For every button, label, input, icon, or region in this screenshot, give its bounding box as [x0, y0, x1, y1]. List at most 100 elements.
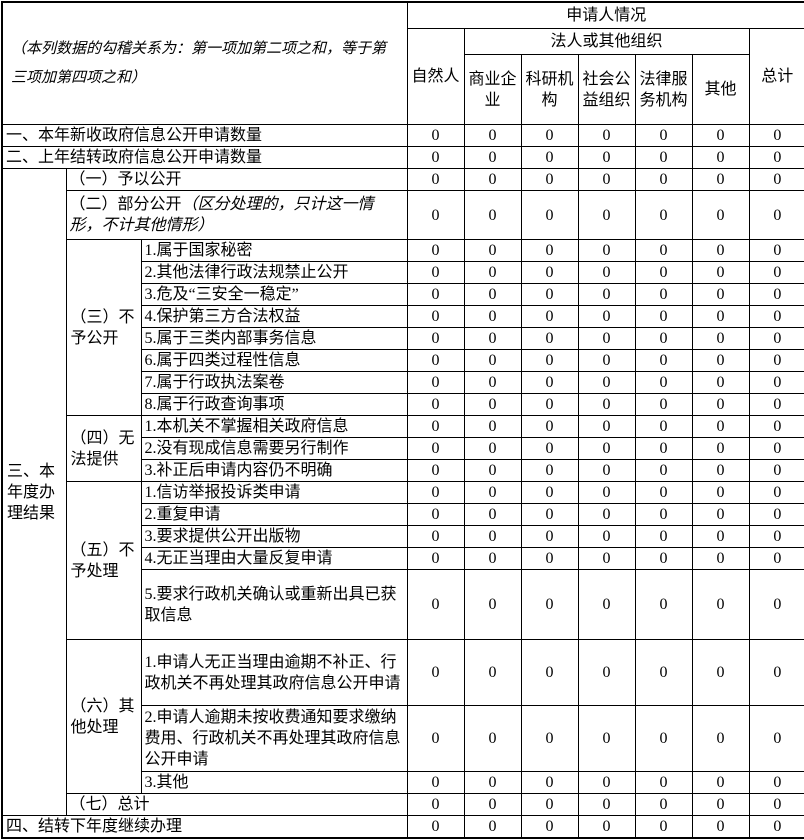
value-cell: 0 — [406, 793, 465, 816]
value-cell: 0 — [463, 261, 522, 284]
value-cell: 0 — [748, 569, 804, 640]
value-cell: 0 — [520, 459, 579, 482]
section-label-annual-results: 三、本年度办理结果 — [1, 168, 67, 816]
table-row: 2.其他法律行政法规禁止公开 0 0 0 0 0 0 0 — [2, 261, 804, 284]
value-cell: 0 — [520, 771, 579, 794]
value-cell: 0 — [691, 793, 750, 816]
value-cell: 0 — [691, 327, 750, 350]
value-cell: 0 — [577, 525, 636, 548]
value-cell: 0 — [748, 437, 804, 460]
table-row: 3.要求提供公开出版物 0 0 0 0 0 0 0 — [2, 525, 804, 548]
value-cell: 0 — [463, 815, 522, 839]
value-cell: 0 — [691, 459, 750, 482]
value-cell: 0 — [577, 793, 636, 816]
value-cell: 0 — [520, 371, 579, 394]
value-cell: 0 — [463, 124, 522, 147]
value-cell: 0 — [691, 639, 750, 706]
value-cell: 0 — [406, 371, 465, 394]
value-cell: 0 — [634, 815, 693, 839]
value-cell: 0 — [520, 146, 579, 169]
value-cell: 0 — [634, 327, 693, 350]
value-cell: 0 — [520, 261, 579, 284]
value-cell: 0 — [634, 547, 693, 570]
value-cell: 0 — [577, 261, 636, 284]
table-row: 4.保护第三方合法权益 0 0 0 0 0 0 0 — [2, 305, 804, 328]
value-cell: 0 — [463, 437, 522, 460]
value-cell: 0 — [748, 503, 804, 526]
value-cell: 0 — [748, 793, 804, 816]
value-cell: 0 — [634, 525, 693, 548]
value-cell: 0 — [463, 771, 522, 794]
value-cell: 0 — [577, 327, 636, 350]
row-label-subtotal: （七）总计 — [65, 793, 408, 816]
value-cell: 0 — [748, 459, 804, 482]
reconciliation-note: （本列数据的勾稽关系为：第一项加第二项之和，等于第三项加第四项之和） — [1, 1, 408, 125]
value-cell: 0 — [463, 503, 522, 526]
group-label-unable-provide: （四）无法提供 — [65, 415, 142, 482]
value-cell: 0 — [748, 327, 804, 350]
value-cell: 0 — [406, 705, 465, 772]
value-cell: 0 — [691, 503, 750, 526]
row-label-overdue-no-correction: 1.申请人无正当理由逾期不补正、行政机关不再处理其政府信息公开申请 — [140, 639, 408, 706]
value-cell: 0 — [520, 239, 579, 262]
row-label-still-unclear: 3.补正后申请内容仍不明确 — [140, 459, 408, 482]
row-label-carried-to-next-year: 四、结转下年度继续办理 — [1, 815, 408, 839]
row-label-internal-affairs: 5.属于三类内部事务信息 — [140, 327, 408, 350]
value-cell: 0 — [463, 525, 522, 548]
row-label-petition-complaints: 1.信访举报投诉类申请 — [140, 481, 408, 504]
value-cell: 0 — [748, 349, 804, 372]
value-cell: 0 — [634, 393, 693, 416]
table-row: 4.无正当理由大量反复申请 0 0 0 0 0 0 0 — [2, 547, 804, 570]
value-cell: 0 — [577, 146, 636, 169]
value-cell: 0 — [691, 393, 750, 416]
value-cell: 0 — [406, 283, 465, 306]
row-label-public-publications: 3.要求提供公开出版物 — [140, 525, 408, 548]
row-label-overdue-no-payment: 2.申请人逾期未按收费通知要求缴纳费用、行政机关不再处理其政府信息公开申请 — [140, 705, 408, 772]
value-cell: 0 — [748, 305, 804, 328]
value-cell: 0 — [463, 705, 522, 772]
value-cell: 0 — [406, 437, 465, 460]
col-header-research-institution: 科研机构 — [520, 54, 579, 125]
value-cell: 0 — [577, 503, 636, 526]
value-cell: 0 — [406, 327, 465, 350]
value-cell: 0 — [691, 305, 750, 328]
value-cell: 0 — [634, 503, 693, 526]
value-cell: 0 — [634, 124, 693, 147]
value-cell: 0 — [520, 190, 579, 240]
value-cell: 0 — [520, 569, 579, 640]
value-cell: 0 — [520, 168, 579, 191]
group-label-not-processed: （五）不予处理 — [65, 481, 142, 640]
value-cell: 0 — [748, 146, 804, 169]
row-label-prohibited-by-law: 2.其他法律行政法规禁止公开 — [140, 261, 408, 284]
value-cell: 0 — [406, 190, 465, 240]
row-label-process-info: 6.属于四类过程性信息 — [140, 349, 408, 372]
col-header-legal-service-org: 法律服务机构 — [634, 54, 693, 125]
value-cell: 0 — [748, 547, 804, 570]
value-cell: 0 — [577, 569, 636, 640]
value-cell: 0 — [406, 503, 465, 526]
value-cell: 0 — [634, 639, 693, 706]
value-cell: 0 — [406, 815, 465, 839]
value-cell: 0 — [406, 124, 465, 147]
value-cell: 0 — [577, 239, 636, 262]
value-cell: 0 — [748, 261, 804, 284]
value-cell: 0 — [577, 415, 636, 438]
value-cell: 0 — [406, 349, 465, 372]
value-cell: 0 — [634, 146, 693, 169]
value-cell: 0 — [463, 793, 522, 816]
value-cell: 0 — [691, 239, 750, 262]
value-cell: 0 — [691, 168, 750, 191]
value-cell: 0 — [406, 168, 465, 191]
value-cell: 0 — [691, 569, 750, 640]
value-cell: 0 — [463, 547, 522, 570]
value-cell: 0 — [463, 146, 522, 169]
row-label-no-relevant-info: 1.本机关不掌握相关政府信息 — [140, 415, 408, 438]
row-label-third-party-rights: 4.保护第三方合法权益 — [140, 305, 408, 328]
value-cell: 0 — [520, 793, 579, 816]
value-cell: 0 — [406, 639, 465, 706]
value-cell: 0 — [691, 190, 750, 240]
